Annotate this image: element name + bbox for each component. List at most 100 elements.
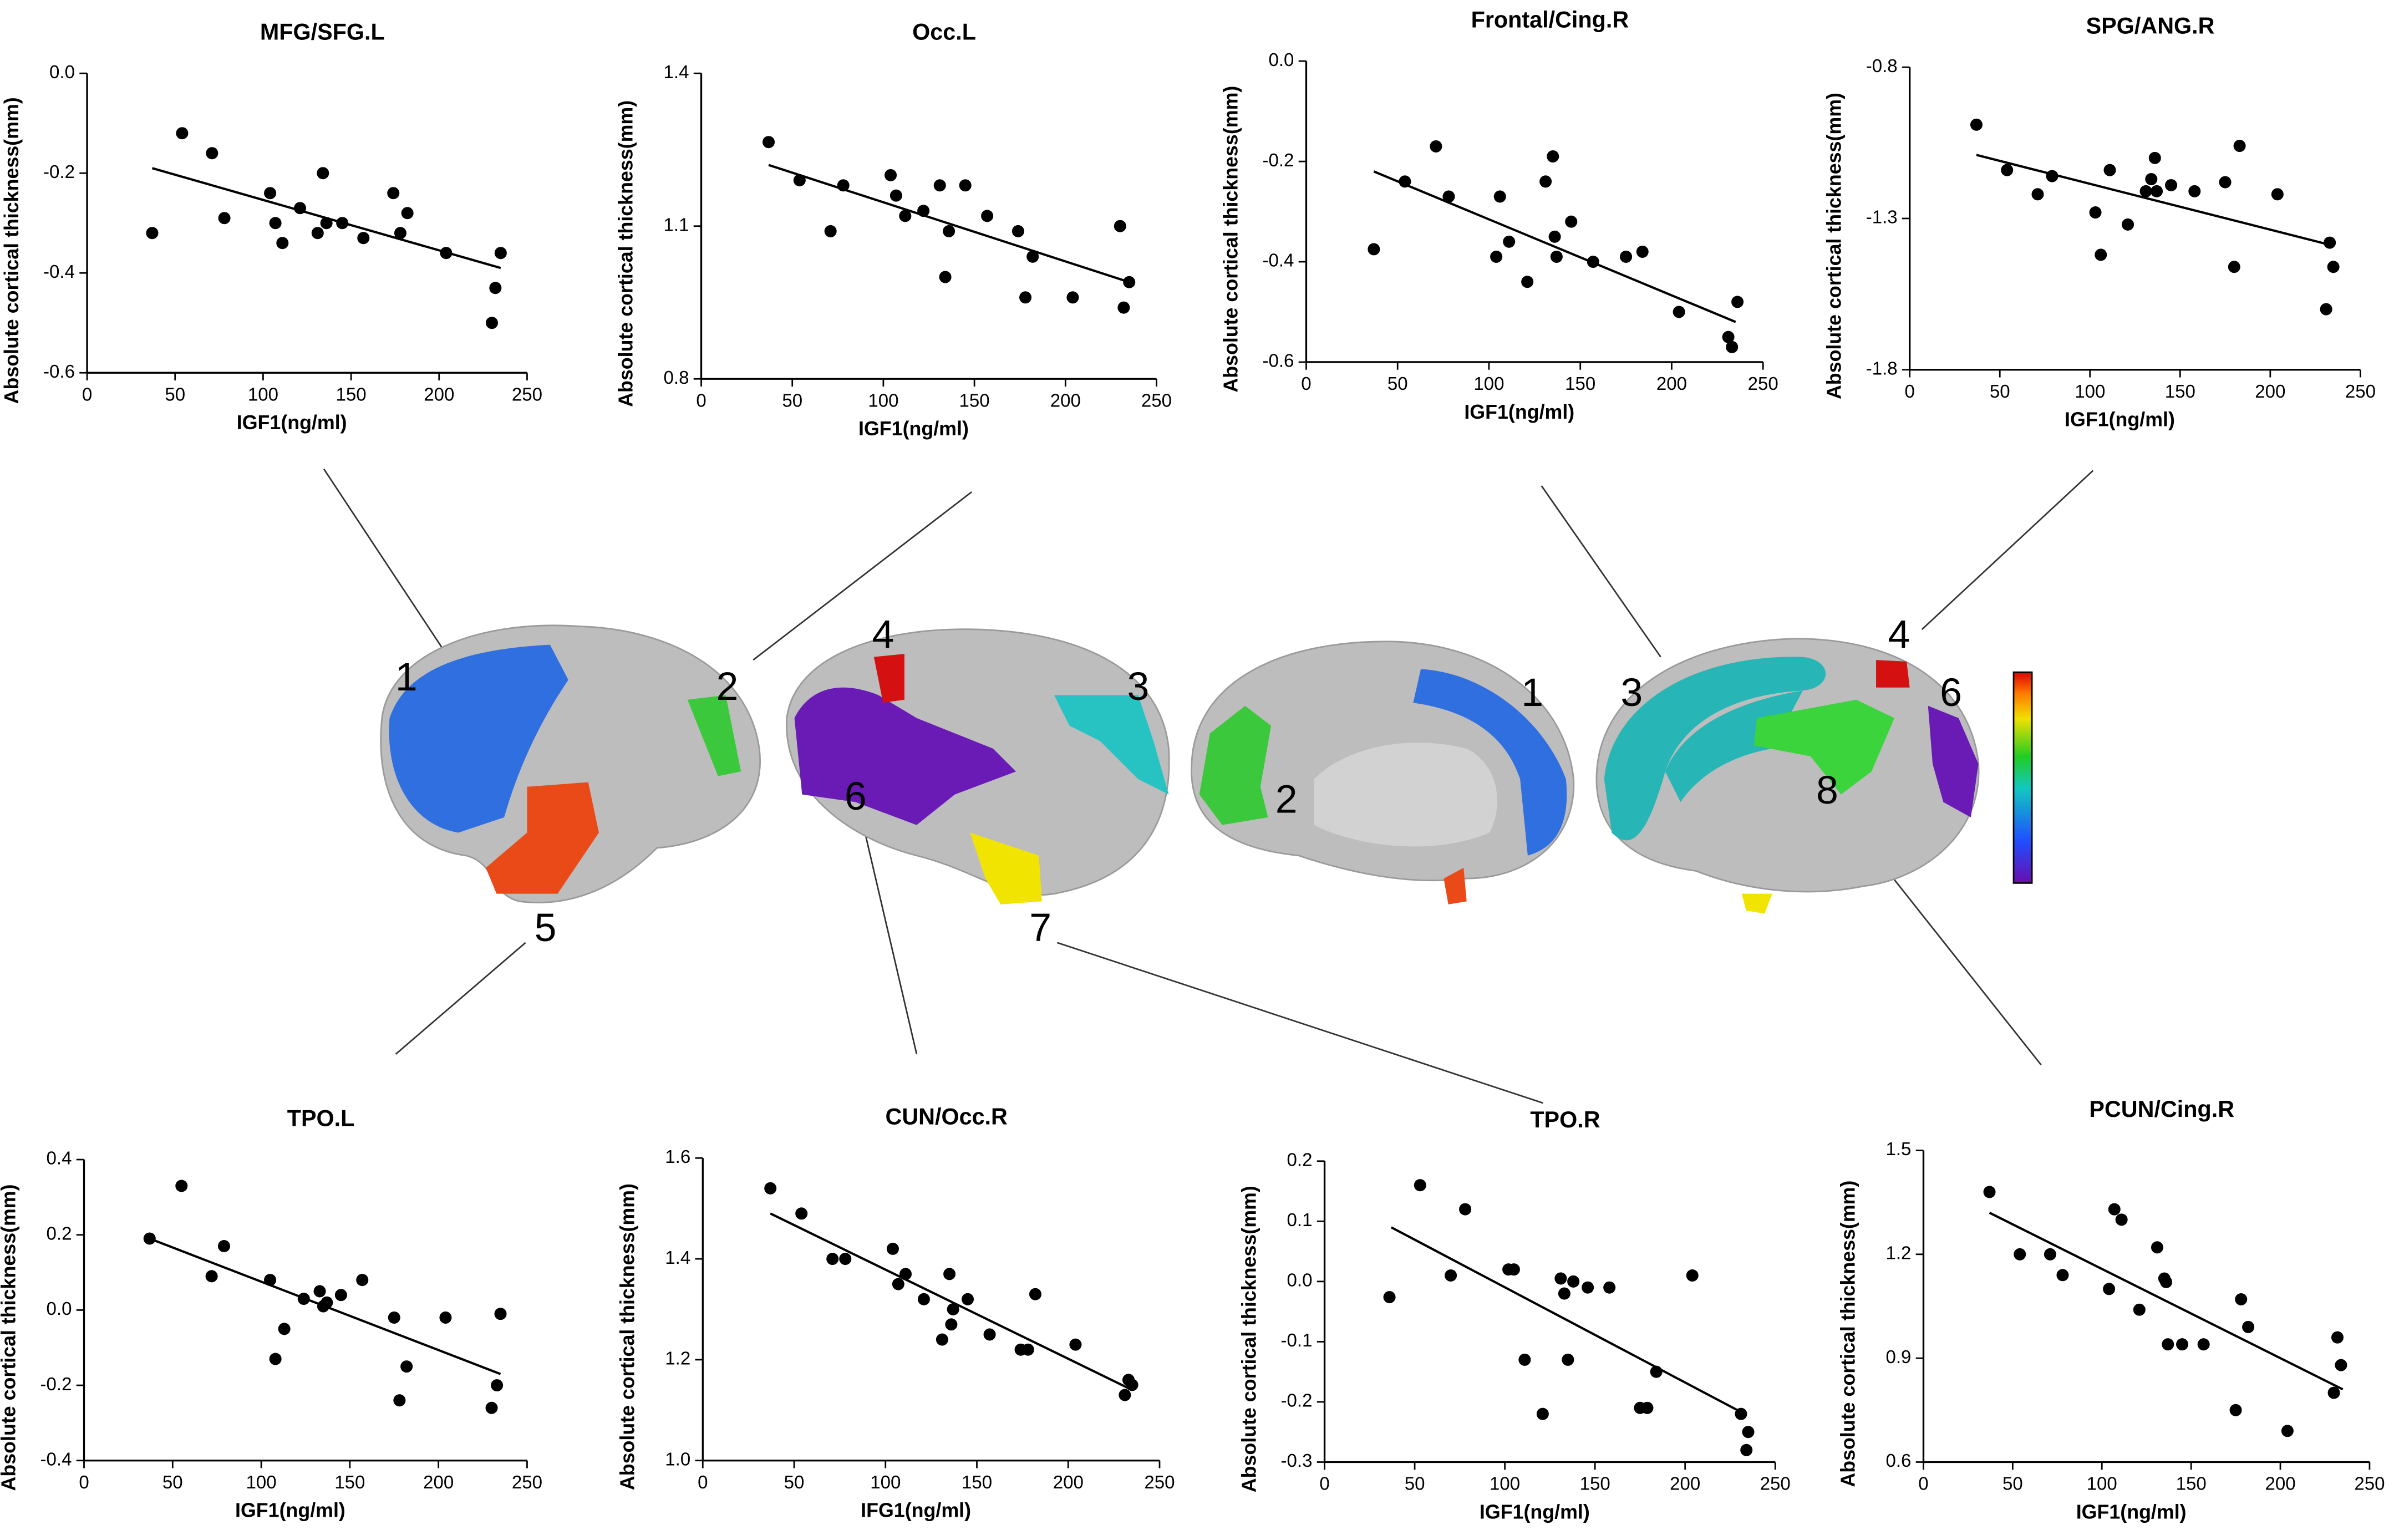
point <box>1539 175 1552 188</box>
point <box>1636 245 1649 258</box>
x-axis-label: IGF1(ng/ml) <box>2076 1501 2187 1523</box>
x-tick-label: 200 <box>1656 374 1687 394</box>
point <box>1029 1288 1041 1300</box>
point <box>146 227 159 240</box>
x-tick-label: 100 <box>246 1472 277 1493</box>
y-tick-label: 0.4 <box>47 1148 72 1169</box>
point <box>264 187 277 200</box>
chart-title: CUN/Occ.R <box>885 1104 1007 1130</box>
point <box>2242 1320 2255 1333</box>
x-tick-label: 200 <box>1053 1472 1084 1493</box>
x-tick-label: 250 <box>2345 382 2376 402</box>
point <box>1582 1281 1594 1294</box>
point <box>2229 1404 2242 1416</box>
point <box>947 1303 959 1316</box>
x-tick-label: 100 <box>1490 1474 1520 1495</box>
x-tick-label: 150 <box>336 384 367 405</box>
point <box>2108 1203 2121 1216</box>
point <box>276 237 289 250</box>
x-tick-label: 0 <box>1301 374 1311 394</box>
point <box>1521 276 1534 288</box>
point <box>943 1268 956 1280</box>
chart-title: Occ.L <box>912 19 976 45</box>
point <box>795 1207 808 1220</box>
connector <box>1921 470 2094 631</box>
x-axis-label: IFG1(ng/ml) <box>861 1500 971 1522</box>
y-axis-label: Absolute cortical thickness(mm) <box>615 100 637 407</box>
point <box>1026 250 1039 263</box>
point <box>1021 1343 1034 1356</box>
chart-title: SPG/ANG.R <box>2086 13 2215 39</box>
y-tick-label: -0.4 <box>1262 251 1294 271</box>
point <box>983 1328 996 1341</box>
region-number: 1 <box>395 655 418 699</box>
point <box>269 1353 282 1365</box>
fit-line <box>770 1212 1133 1391</box>
y-tick-label: -0.2 <box>1281 1391 1313 1411</box>
point <box>217 1240 231 1253</box>
point <box>491 1379 504 1392</box>
x-axis-label: IGF1(ng/ml) <box>1480 1501 1590 1523</box>
x-tick-label: 50 <box>1405 1474 1425 1495</box>
scatter-panel: TPO.L 0.4 0.2 0.0 -0.2 -0.4 0 50 100 150 200 250 IGF… <box>0 1105 542 1521</box>
point <box>1066 291 1079 304</box>
y-axis-label: Absolute cortical thickness(mm) <box>1823 93 1846 399</box>
point <box>357 232 370 245</box>
point <box>2219 176 2232 189</box>
region-number: 2 <box>716 664 738 709</box>
point <box>1673 306 1685 318</box>
connector <box>753 491 972 661</box>
x-tick-label: 250 <box>512 384 542 405</box>
x-axis-label: IGF1(ng/ml) <box>2065 409 2175 431</box>
point <box>2320 303 2332 316</box>
y-tick-label: 0.2 <box>47 1223 72 1244</box>
point <box>2103 164 2116 176</box>
point <box>939 271 952 283</box>
point <box>494 1308 507 1320</box>
point <box>1554 1272 1567 1285</box>
point <box>945 1318 958 1331</box>
point <box>317 167 329 180</box>
x-tick-label: 0 <box>696 390 706 411</box>
y-axis-label: Absolute cortical thickness(mm) <box>1238 1186 1260 1492</box>
region-number: 3 <box>1620 670 1643 715</box>
point <box>485 317 499 329</box>
y-axis-label: Absolute cortical thickness(mm) <box>616 1183 638 1490</box>
point <box>839 1253 852 1265</box>
region-number: 4 <box>872 612 894 657</box>
point <box>2281 1425 2294 1437</box>
chart-title: Frontal/Cing.R <box>1471 7 1629 33</box>
point <box>2235 1293 2248 1306</box>
x-tick-label: 250 <box>1144 1472 1175 1493</box>
brain-right-lateral <box>786 628 1170 904</box>
point <box>2151 1241 2164 1254</box>
point <box>2165 179 2178 191</box>
region-number: 3 <box>1127 664 1150 709</box>
x-tick-label: 150 <box>1565 374 1595 394</box>
point <box>176 127 189 140</box>
point <box>1445 1269 1457 1282</box>
y-tick-label: -0.4 <box>40 1449 72 1470</box>
point <box>962 1293 974 1305</box>
point <box>2160 1275 2173 1288</box>
point <box>393 1394 406 1407</box>
point <box>899 210 912 222</box>
point <box>2031 188 2044 201</box>
point <box>2162 1338 2174 1351</box>
point <box>1117 301 1130 314</box>
point <box>2228 261 2240 273</box>
point <box>1368 243 1380 256</box>
point <box>1548 230 1561 243</box>
point <box>890 189 902 202</box>
point <box>1562 1353 1574 1366</box>
x-axis-label: IGF1(ng/ml) <box>235 1500 345 1522</box>
fit-line <box>1976 154 2334 247</box>
point <box>1503 235 1516 248</box>
point <box>959 179 972 192</box>
brain-right-medial <box>1595 638 1980 914</box>
point <box>2139 185 2152 197</box>
fit-line <box>1373 170 1736 323</box>
x-tick-label: 150 <box>962 1472 992 1493</box>
point <box>1740 1444 1753 1456</box>
point <box>1620 250 1633 263</box>
